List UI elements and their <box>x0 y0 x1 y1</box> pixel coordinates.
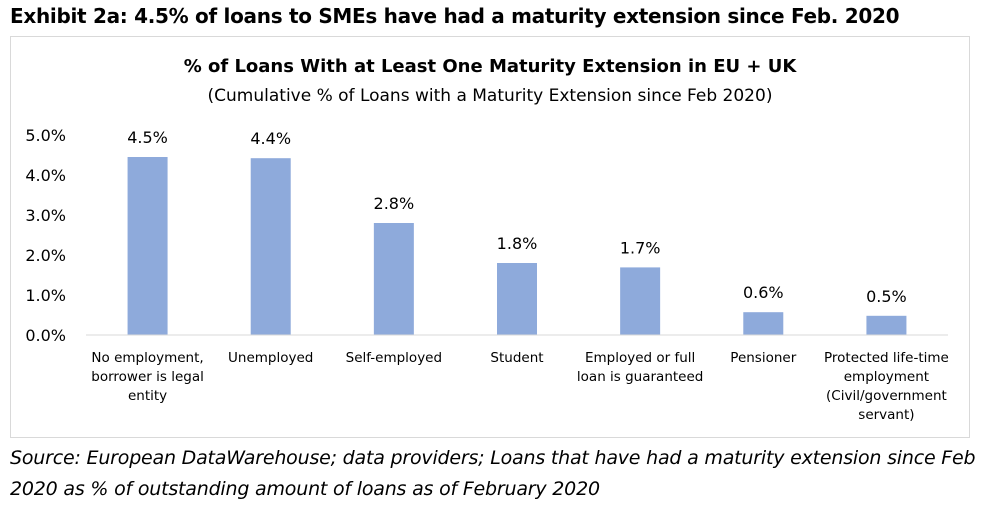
data-labels: 4.5% 4.4% 2.8% 1.8% 1.7% 0.6% 0.5% <box>127 128 907 306</box>
y-tick-label: 2.0% <box>25 246 66 265</box>
bar <box>250 158 291 335</box>
x-tick-label: Employed or full <box>585 350 695 366</box>
x-tick-label: Protected life-time <box>824 350 949 366</box>
bar-series <box>127 157 907 335</box>
y-tick-label: 0.0% <box>25 326 66 345</box>
bar <box>866 315 907 335</box>
x-tick-label: borrower is legal <box>91 369 204 385</box>
exhibit-title: Exhibit 2a: 4.5% of loans to SMEs have h… <box>10 4 900 28</box>
bar <box>620 267 661 335</box>
bar <box>497 263 537 335</box>
y-tick-label: 3.0% <box>25 206 66 225</box>
y-tick-label: 4.0% <box>25 166 66 185</box>
data-label: 2.8% <box>374 194 415 213</box>
chart-frame: % of Loans With at Least One Maturity Ex… <box>10 36 970 438</box>
x-tick-label: Pensioner <box>730 350 796 366</box>
x-tick-label: employment <box>844 369 929 385</box>
bar <box>743 312 784 335</box>
y-tick-label: 1.0% <box>25 286 66 305</box>
source-note: Source: European DataWarehouse; data pro… <box>10 447 976 500</box>
x-tick-label: servant) <box>858 407 914 423</box>
x-tick-label: entity <box>128 388 167 404</box>
data-label: 0.6% <box>743 283 784 302</box>
x-tick-label: loan is guaranteed <box>577 369 703 385</box>
data-label: 4.5% <box>127 128 168 147</box>
x-tick-label: (Civil/government <box>826 388 947 404</box>
bar <box>127 157 168 335</box>
x-tick-label: No employment, <box>91 350 203 366</box>
data-label: 1.8% <box>497 234 538 253</box>
y-axis: 0.0% 1.0% 2.0% 3.0% 4.0% 5.0% <box>25 126 66 345</box>
y-tick-label: 5.0% <box>25 126 66 145</box>
bar-chart: % of Loans With at Least One Maturity Ex… <box>25 56 949 423</box>
data-label: 0.5% <box>866 287 907 306</box>
chart-subtitle: (Cumulative % of Loans with a Maturity E… <box>208 86 773 106</box>
x-tick-label: Self-employed <box>346 350 442 366</box>
x-axis: No employment, borrower is legal entity Une… <box>91 350 949 423</box>
x-tick-label: Student <box>490 350 543 366</box>
data-label: 4.4% <box>250 129 291 148</box>
data-label: 1.7% <box>620 238 661 257</box>
chart-title: % of Loans With at Least One Maturity Ex… <box>184 56 798 77</box>
bar <box>373 223 414 335</box>
x-tick-label: Unemployed <box>228 350 313 366</box>
